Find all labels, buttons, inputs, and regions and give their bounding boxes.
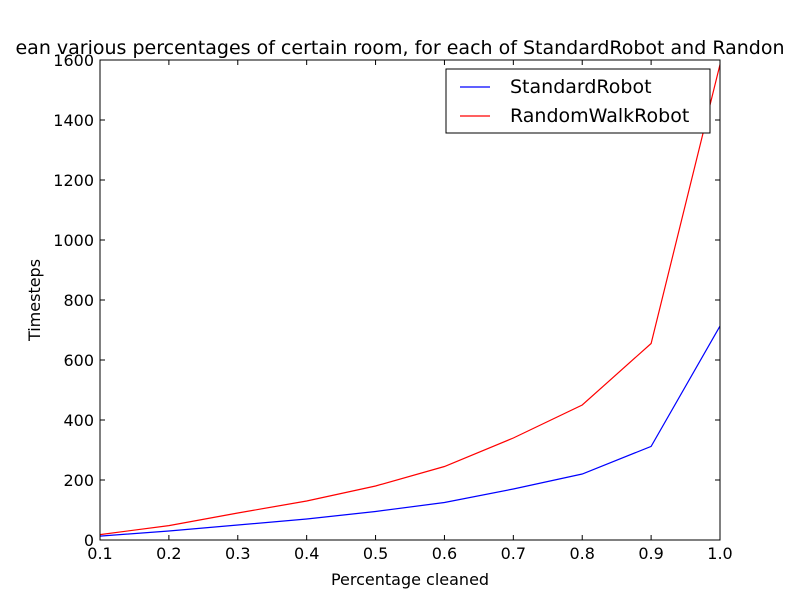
ticks-layer: 0.1 0.2 0.3 0.4 0.5 0.6 0.7 0.8 0.9 1.0 0 200 400 600… (53, 51, 732, 563)
y-axis-label: Timesteps (25, 259, 44, 342)
x-axis-label: Percentage cleaned (331, 570, 489, 589)
x-tick-label: 0.5 (363, 544, 388, 563)
y-tick-label: 1200 (53, 171, 94, 190)
y-tick-label: 600 (63, 351, 94, 370)
y-tick-label: 1000 (53, 231, 94, 250)
x-tick-label: 0.2 (156, 544, 181, 563)
series-line-standard-robot (99, 325, 721, 537)
x-tick-label: 0.1 (87, 544, 112, 563)
y-tick-label: 1600 (53, 51, 94, 70)
y-tick-label: 400 (63, 411, 94, 430)
y-tick-label: 0 (84, 531, 94, 550)
legend-label-standard-robot: StandardRobot (510, 76, 652, 98)
legend-box (445, 68, 711, 134)
legend-label-random-walk-robot: RandomWalkRobot (510, 105, 689, 127)
x-tick-label: 0.6 (432, 544, 457, 563)
x-tick-label: 0.9 (638, 544, 663, 563)
x-tick-label: 0.3 (225, 544, 250, 563)
chart-title: ean various percentages of certain room,… (15, 37, 784, 59)
y-tick-label: 200 (63, 471, 94, 490)
legend: StandardRobot RandomWalkRobot (445, 68, 711, 134)
x-tick-label: 0.4 (294, 544, 319, 563)
y-tick-label: 800 (63, 291, 94, 310)
x-tick-label: 0.7 (501, 544, 526, 563)
plot-layer (99, 64, 721, 537)
series-line-random-walk-robot (99, 64, 721, 536)
x-tick-label: 0.8 (569, 544, 594, 563)
y-tick-label: 1400 (53, 111, 94, 130)
x-tick-label: 1.0 (707, 544, 732, 563)
